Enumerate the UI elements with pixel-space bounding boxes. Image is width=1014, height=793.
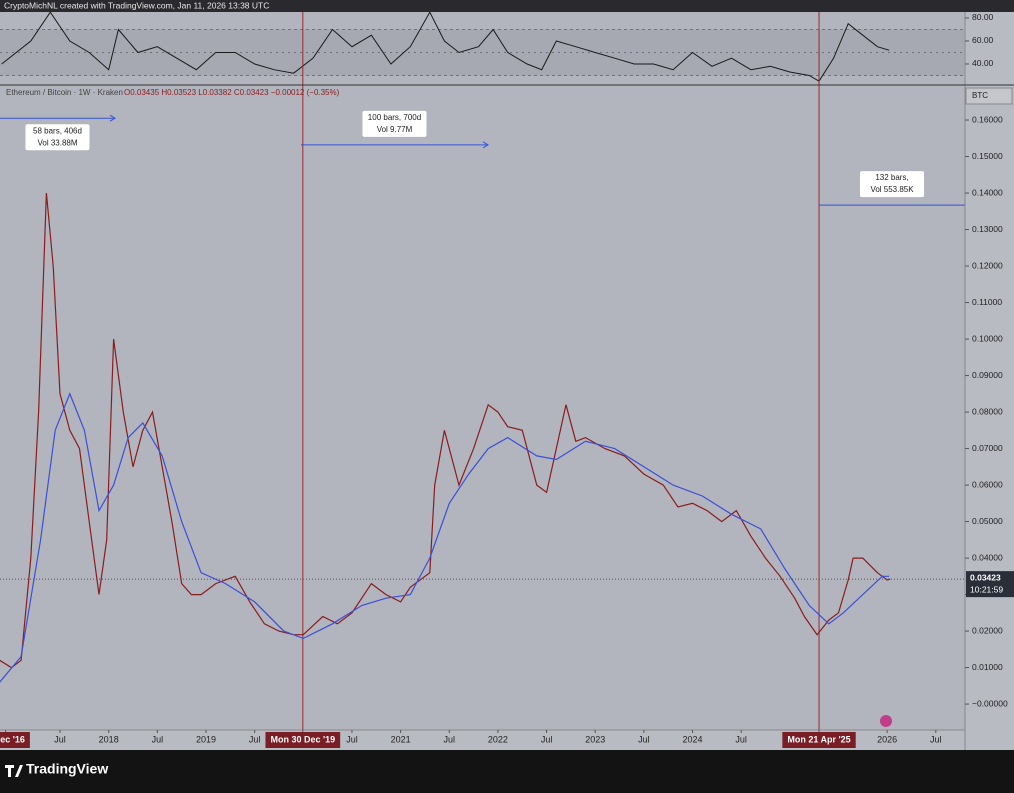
x-tick-label: Jul bbox=[346, 734, 358, 744]
y-tick-label: 0.05000 bbox=[972, 516, 1003, 526]
x-tick-highlight bbox=[265, 732, 341, 748]
plot-background bbox=[0, 12, 965, 730]
measure-label: 100 bars, 700d bbox=[368, 113, 421, 122]
y-tick-label: 0.15000 bbox=[972, 151, 1003, 161]
x-tick-label: 9 Dec '16 bbox=[0, 734, 25, 744]
top-bar bbox=[0, 0, 1014, 12]
measure-label: Vol 33.88M bbox=[37, 138, 77, 147]
y-tick-label: 0.04000 bbox=[972, 552, 1003, 562]
y-tick-label: 0.06000 bbox=[972, 479, 1003, 489]
series-line bbox=[0, 392, 890, 683]
x-tick-label: Jul bbox=[930, 734, 942, 744]
y-tick-label: 0.14000 bbox=[972, 187, 1003, 197]
x-tick-label: 2023 bbox=[585, 734, 605, 744]
y-tick-label: 0.08000 bbox=[972, 406, 1003, 416]
event-icon[interactable] bbox=[880, 715, 892, 727]
brand-name: TradingView bbox=[26, 761, 108, 777]
x-tick-label: 2022 bbox=[488, 734, 508, 744]
x-tick-label: 2026 bbox=[877, 734, 897, 744]
x-tick-label: Mon 21 Apr '25 bbox=[787, 734, 850, 744]
measure-box bbox=[860, 171, 925, 198]
measure-box bbox=[362, 110, 427, 137]
x-tick-label: Jul bbox=[541, 734, 553, 744]
measure-label: 132 bars, bbox=[875, 173, 908, 182]
y-tick-label: 60.00 bbox=[972, 35, 994, 45]
header-text: CryptoMichNL created with TradingView.co… bbox=[4, 0, 269, 10]
legend-ohlc: O0.03435 H0.03523 L0.03382 C0.03423 −0.0… bbox=[124, 88, 340, 97]
legend-title: Ethereum / Bitcoin · 1W · Kraken bbox=[6, 88, 123, 97]
measure-label: Vol 553.85K bbox=[870, 185, 914, 194]
y-tick-label: 0.13000 bbox=[972, 224, 1003, 234]
x-tick-label: Mon 30 Dec '19 bbox=[270, 734, 335, 744]
x-tick-highlight bbox=[782, 732, 856, 748]
x-tick-label: Jul bbox=[735, 734, 747, 744]
y-tick-label: 0.12000 bbox=[972, 260, 1003, 270]
x-tick-label: Jul bbox=[152, 734, 164, 744]
measure-label: Vol 9.77M bbox=[377, 125, 413, 134]
measure-arrow bbox=[482, 141, 489, 149]
y-tick-label: 0.02000 bbox=[972, 625, 1003, 635]
last-price-label: 0.03423 bbox=[970, 572, 1001, 582]
x-tick-label: Jul bbox=[444, 734, 456, 744]
x-tick-label: 2021 bbox=[391, 734, 411, 744]
y-tick-label: 0.16000 bbox=[972, 114, 1003, 124]
x-tick-label: 2018 bbox=[99, 734, 119, 744]
y-tick-label: 0.09000 bbox=[972, 370, 1003, 380]
y-tick-label: 0.07000 bbox=[972, 443, 1003, 453]
y-tick-label: 40.00 bbox=[972, 58, 994, 68]
measure-arrow bbox=[109, 114, 116, 122]
x-tick-label: 2024 bbox=[683, 734, 703, 744]
countdown: 10:21:59 bbox=[970, 584, 1003, 594]
y-tick-label: −0.00000 bbox=[972, 698, 1008, 708]
currency-label: BTC bbox=[972, 91, 988, 100]
currency-box bbox=[965, 87, 1013, 105]
x-tick-label: 2019 bbox=[196, 734, 216, 744]
brand-logo bbox=[5, 765, 23, 777]
last-price-box bbox=[966, 571, 1014, 598]
series-line bbox=[1, 12, 890, 82]
x-tick-highlight bbox=[0, 732, 30, 748]
bottom-bar bbox=[0, 750, 1014, 788]
measure-box bbox=[25, 124, 90, 151]
time-axis bbox=[0, 730, 965, 750]
measure-label: 58 bars, 406d bbox=[33, 126, 82, 135]
y-tick-label: 0.11000 bbox=[972, 297, 1002, 307]
y-tick-label: 0.10000 bbox=[972, 333, 1003, 343]
y-tick-label: 0.01000 bbox=[972, 662, 1003, 672]
y-tick-label: 80.00 bbox=[972, 12, 994, 22]
price-axis bbox=[965, 12, 1014, 750]
series-line bbox=[0, 192, 891, 669]
x-tick-label: Jul bbox=[638, 734, 650, 744]
x-tick-label: Jul bbox=[249, 734, 261, 744]
x-tick-label: Jul bbox=[54, 734, 66, 744]
